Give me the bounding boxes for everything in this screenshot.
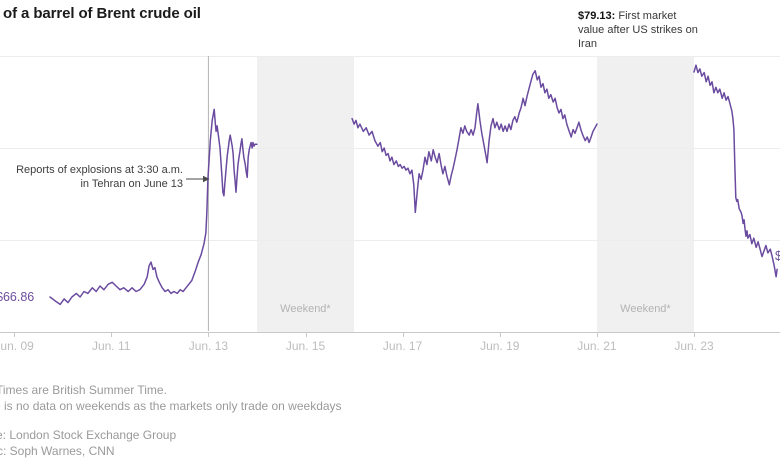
x-axis-label: Jun. 17 [382, 339, 423, 353]
chart-title: of a barrel of Brent crude oil [3, 5, 201, 22]
weekend-band: Weekend* [256, 56, 354, 332]
price-line-segment [49, 108, 258, 306]
x-axis-label: Jun. 23 [674, 339, 714, 353]
annotation-explosions: Reports of explosions at 3:30 a.m. in Te… [16, 163, 183, 191]
weekend-label: Weekend* [620, 303, 671, 315]
start-price-label: $66.86 [0, 290, 35, 304]
gridline [0, 240, 780, 241]
x-axis-label: Jun. 15 [285, 339, 326, 353]
x-axis-label: Jun. 09 [0, 339, 34, 353]
x-axis-tick [305, 332, 307, 337]
source-line: e: London Stock Exchange Group [0, 428, 177, 442]
price-line-segment [351, 69, 598, 214]
x-axis-tick [694, 332, 695, 337]
x-axis-label: Jun. 13 [188, 339, 229, 353]
annotation-explosions-line1: Reports of explosions at 3:30 a.m. [16, 164, 183, 176]
x-axis-tick [111, 332, 113, 337]
x-axis-line [0, 332, 780, 333]
price-line-segment [693, 64, 778, 278]
weekend-band: Weekend* [596, 56, 694, 332]
footnote-weekends: e is no data on weekends as the markets … [0, 399, 342, 413]
credit-line: c: Soph Warnes, CNN [0, 444, 115, 458]
annotation-post-strike: $79.13: First market value after US stri… [578, 9, 698, 51]
annotation-post-strike-value: $79.13: [578, 10, 616, 22]
x-axis-tick [499, 332, 501, 337]
footnote-times: Times are British Summer Time. [0, 383, 167, 397]
weekend-label: Weekend* [280, 303, 331, 315]
end-price-label-partial: $ [775, 249, 780, 263]
annotation-explosions-line2: in Tehran on June 13 [80, 178, 183, 190]
gridline [0, 56, 780, 57]
x-axis-tick [208, 332, 210, 337]
gridline [0, 148, 780, 149]
annotation-post-strike-text: First market value after US strikes on I… [578, 10, 698, 50]
x-axis-label: Jun. 21 [577, 339, 617, 353]
x-axis-tick [14, 332, 16, 337]
x-axis-label: Jun. 19 [480, 339, 520, 353]
annotation-arrowhead [203, 175, 210, 183]
x-axis-tick [402, 332, 404, 337]
x-axis-tick [596, 332, 598, 337]
x-axis-label: Jun. 11 [91, 339, 131, 353]
